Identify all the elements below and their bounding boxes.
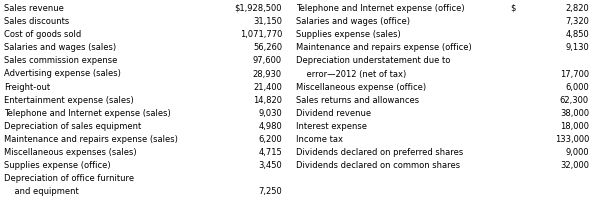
Text: Dividends declared on preferred shares: Dividends declared on preferred shares [296, 148, 463, 157]
Text: Maintenance and repairs expense (office): Maintenance and repairs expense (office) [296, 43, 472, 52]
Text: Depreciation understatement due to: Depreciation understatement due to [296, 56, 450, 65]
Text: Dividend revenue: Dividend revenue [296, 109, 371, 118]
Text: Salaries and wages (sales): Salaries and wages (sales) [4, 43, 116, 52]
Text: 56,260: 56,260 [253, 43, 282, 52]
Text: 32,000: 32,000 [560, 161, 589, 170]
Text: Advertising expense (sales): Advertising expense (sales) [4, 69, 121, 78]
Text: 2,820: 2,820 [565, 4, 589, 13]
Text: Freight-out: Freight-out [4, 83, 50, 92]
Text: Telephone and Internet expense (sales): Telephone and Internet expense (sales) [4, 109, 171, 118]
Text: 6,000: 6,000 [565, 83, 589, 92]
Text: 97,600: 97,600 [253, 56, 282, 65]
Text: Sales revenue: Sales revenue [4, 4, 64, 13]
Text: 18,000: 18,000 [560, 122, 589, 131]
Text: Supplies expense (sales): Supplies expense (sales) [296, 30, 401, 39]
Text: 17,700: 17,700 [560, 69, 589, 78]
Text: $: $ [510, 4, 515, 13]
Text: Miscellaneous expenses (sales): Miscellaneous expenses (sales) [4, 148, 136, 157]
Text: 4,980: 4,980 [258, 122, 282, 131]
Text: 133,000: 133,000 [554, 135, 589, 144]
Text: Supplies expense (office): Supplies expense (office) [4, 161, 111, 170]
Text: Sales commission expense: Sales commission expense [4, 56, 117, 65]
Text: 14,820: 14,820 [253, 96, 282, 105]
Text: and equipment: and equipment [4, 187, 79, 196]
Text: 31,150: 31,150 [253, 17, 282, 26]
Text: Cost of goods sold: Cost of goods sold [4, 30, 81, 39]
Text: 62,300: 62,300 [560, 96, 589, 105]
Text: Dividends declared on common shares: Dividends declared on common shares [296, 161, 460, 170]
Text: 6,200: 6,200 [258, 135, 282, 144]
Text: 9,030: 9,030 [258, 109, 282, 118]
Text: Depreciation of office furniture: Depreciation of office furniture [4, 174, 134, 183]
Text: 38,000: 38,000 [560, 109, 589, 118]
Text: $1,928,500: $1,928,500 [234, 4, 282, 13]
Text: Salaries and wages (office): Salaries and wages (office) [296, 17, 410, 26]
Text: Sales discounts: Sales discounts [4, 17, 69, 26]
Text: 9,000: 9,000 [565, 148, 589, 157]
Text: 9,130: 9,130 [565, 43, 589, 52]
Text: 28,930: 28,930 [253, 69, 282, 78]
Text: 21,400: 21,400 [253, 83, 282, 92]
Text: Income tax: Income tax [296, 135, 343, 144]
Text: Depreciation of sales equipment: Depreciation of sales equipment [4, 122, 141, 131]
Text: 4,850: 4,850 [565, 30, 589, 39]
Text: 7,250: 7,250 [258, 187, 282, 196]
Text: Sales returns and allowances: Sales returns and allowances [296, 96, 419, 105]
Text: 3,450: 3,450 [258, 161, 282, 170]
Text: 7,320: 7,320 [565, 17, 589, 26]
Text: Interest expense: Interest expense [296, 122, 367, 131]
Text: 4,715: 4,715 [258, 148, 282, 157]
Text: Maintenance and repairs expense (sales): Maintenance and repairs expense (sales) [4, 135, 178, 144]
Text: error—2012 (net of tax): error—2012 (net of tax) [296, 69, 406, 78]
Text: 1,071,770: 1,071,770 [240, 30, 282, 39]
Text: Entertainment expense (sales): Entertainment expense (sales) [4, 96, 134, 105]
Text: Telephone and Internet expense (office): Telephone and Internet expense (office) [296, 4, 465, 13]
Text: Miscellaneous expense (office): Miscellaneous expense (office) [296, 83, 426, 92]
